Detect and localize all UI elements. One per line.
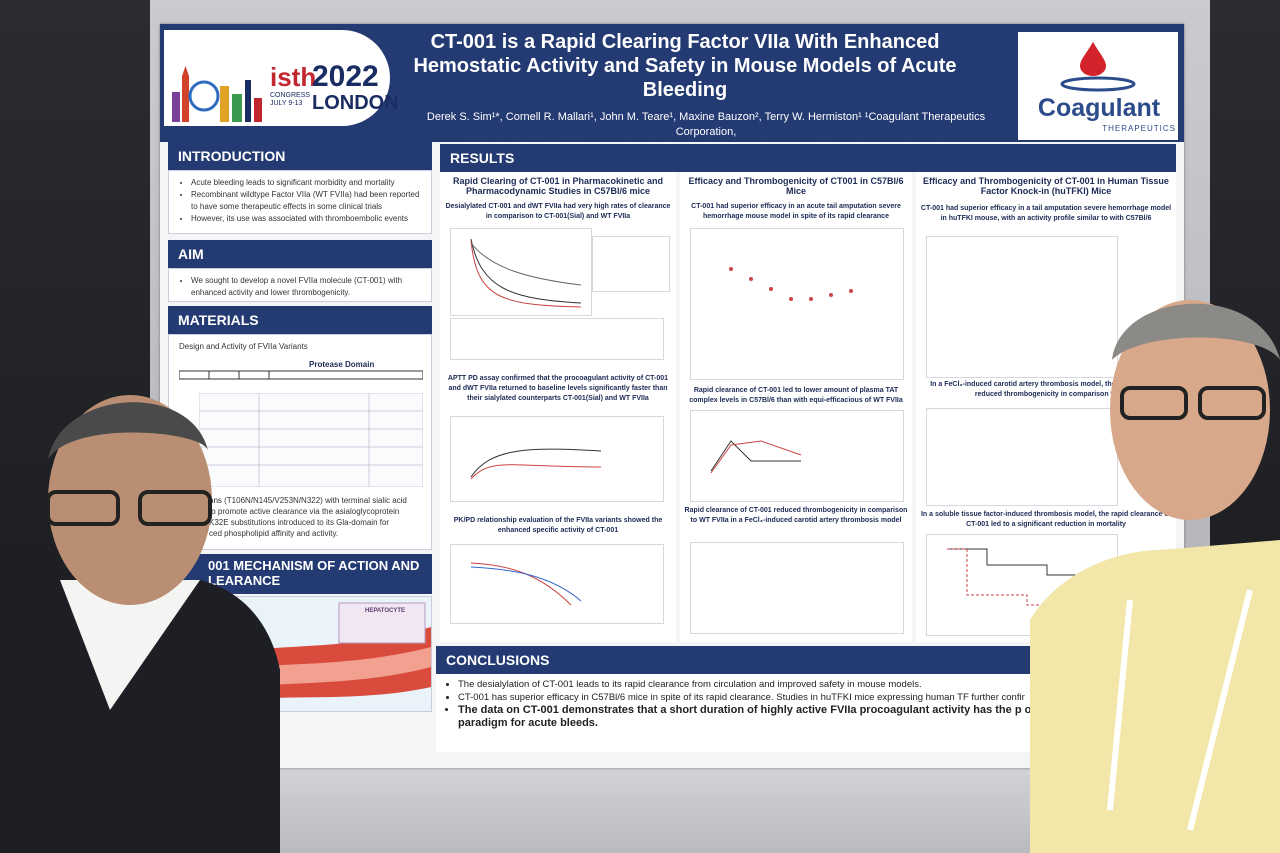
blood-loss-plot (690, 228, 904, 380)
pk-inset-plot (592, 236, 670, 292)
col1-desc-1: Desialylated CT-001 and dWT FVIIa had ve… (445, 203, 671, 220)
aim-body: We sought to develop a novel FVIIa molec… (168, 268, 432, 302)
presenter-left (0, 395, 280, 853)
survival-curves (947, 548, 1107, 606)
pk-clearance-plot (450, 228, 592, 316)
fviia-domain-diagram (179, 370, 423, 380)
isth-brand: isth (270, 62, 317, 92)
col3-title: Efficacy and Thrombogenicity of CT-001 i… (923, 176, 1169, 196)
results-heading: RESULTS (440, 144, 1176, 172)
poster-header: isth CONGRESS JULY 9-13 2022 LONDON CT-0… (160, 24, 1184, 153)
company-name: Coagulant (1037, 94, 1161, 122)
col2-desc-2: Rapid clearance of CT-001 led to lower a… (689, 387, 903, 404)
col2-title: Efficacy and Thrombogenicity of CT001 in… (688, 176, 904, 196)
col2-desc-1: CT-001 had superior efficacy in an acute… (691, 203, 901, 220)
ring-icon (1060, 76, 1136, 92)
authors-line-1: Derek S. Sim¹*, Cornell R. Mallari¹, Joh… (426, 111, 986, 138)
introduction-body: Acute bleeding leads to significant morb… (168, 170, 432, 234)
congress-year: 2022 (312, 60, 379, 93)
intro-bullet: Acute bleeding leads to significant morb… (191, 177, 421, 189)
conclusion-bullet: The desialylation of CT-001 leads to its… (458, 678, 1166, 691)
london-skyline-icon (172, 66, 262, 122)
materials-subtitle: Design and Activity of FVIIa Variants (179, 342, 308, 351)
col1-desc-3: PK/PD relationship evaluation of the FVI… (453, 517, 663, 534)
col1-title: Rapid Clearing of CT-001 in Pharmacokine… (452, 176, 664, 196)
intro-bullet: However, its use was associated with thr… (191, 213, 421, 225)
materials-note: K32E substitutions introduced to its Gla… (209, 518, 390, 527)
poster-title: CT-001 is a Rapid Clearing Factor VIIa W… (413, 31, 957, 101)
conclusion-bullet: The data on CT-001 demonstrates that a s… (458, 704, 1166, 730)
materials-heading: MATERIALS (168, 306, 432, 334)
conclusion-bullet: CT-001 has superior efficacy in C57Bl/6 … (458, 691, 1166, 704)
glycosylation-table (199, 393, 423, 487)
company-logo: Coagulant THERAPEUTICS (1018, 32, 1178, 140)
mechanism-heading-line2: LEARANCE (208, 573, 281, 588)
poster-board-ledge (270, 760, 1050, 853)
carotid-plot (690, 542, 904, 634)
pkpd-plot (450, 544, 664, 624)
pk-curves (470, 238, 582, 308)
col3-desc-2: In a FeCl₃-induced carotid artery thromb… (930, 381, 1162, 398)
aptt-plot (450, 416, 664, 502)
results-column-2: Efficacy and Thrombogenicity of CT001 in… (680, 172, 912, 642)
materials-note: ans (T106N/N145/V253N/N322) with termina… (209, 496, 407, 505)
hutfki-carotid-plot (926, 408, 1118, 506)
tat-curves (710, 440, 802, 474)
materials-note: to promote active clearance via the asia… (209, 507, 400, 516)
protease-domain-label: Protease Domain (309, 360, 375, 369)
col2-desc-3: Rapid clearance of CT-001 reduced thromb… (684, 507, 908, 524)
congress-dates: CONGRESS JULY 9-13 (270, 92, 311, 107)
hepatocyte-label: HEPATOCYTE (365, 608, 406, 614)
pkpd-curves (470, 562, 582, 606)
intro-bullet: Recombinant wildtype Factor VIIa (WT FVI… (191, 189, 421, 213)
introduction-heading: INTRODUCTION (168, 142, 432, 170)
pk-parameters-table (450, 318, 664, 360)
blood-loss-dots (729, 267, 853, 301)
results-column-1: Rapid Clearing of CT-001 in Pharmacokine… (440, 172, 676, 642)
col3-desc-1: CT-001 had superior efficacy in a tail a… (920, 205, 1172, 222)
congress-logo: isth CONGRESS JULY 9-13 2022 LONDON (164, 30, 399, 126)
aim-heading: AIM (168, 240, 432, 268)
scientific-poster: isth CONGRESS JULY 9-13 2022 LONDON CT-0… (160, 24, 1184, 768)
results-column-3: Efficacy and Thrombogenicity of CT-001 i… (916, 172, 1176, 642)
materials-notes: ans (T106N/N145/V253N/N322) with termina… (209, 495, 423, 539)
congress-city: LONDON (312, 92, 399, 114)
tat-plot (690, 410, 904, 502)
col3-desc-3: In a soluble tissue factor-induced throm… (920, 511, 1172, 528)
company-tagline: THERAPEUTICS (1102, 124, 1176, 133)
col1-desc-2: APTT PD assay confirmed that the procoag… (447, 375, 669, 402)
aim-text: We sought to develop a novel FVIIa molec… (191, 275, 421, 299)
materials-note: ced phospholipid affinity and activity. (209, 529, 339, 538)
mechanism-heading-line1: 001 MECHANISM OF ACTION AND (208, 558, 420, 573)
aptt-curves (470, 448, 602, 480)
hutfki-blood-loss-plot (926, 236, 1118, 378)
blood-drop-icon (1080, 42, 1106, 76)
presenter-right (1030, 300, 1280, 853)
